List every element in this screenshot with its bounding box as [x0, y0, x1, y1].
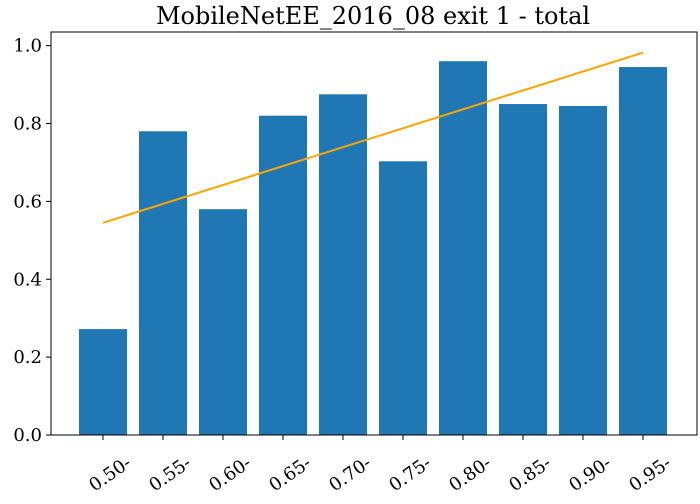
reference-line-layer [102, 51, 644, 224]
y-axis-ticks: 0.0 0.2 0.4 0.6 0.8 1.0 [13, 36, 51, 446]
bar-050 [79, 329, 127, 435]
x-tick-label: 0.80- [445, 452, 495, 496]
y-tick-label: 0.0 [13, 425, 42, 446]
x-axis-ticks: 0.50- 0.55- 0.60- 0.65- 0.70- 0.75- 0.80- 0.85-… [85, 435, 675, 496]
axes-frame [50, 31, 698, 436]
x-tick-label: 0.90- [565, 452, 615, 496]
x-tick-label: 0.95- [625, 452, 675, 496]
x-tick-label: 0.65- [265, 452, 315, 496]
y-tick-label: 0.2 [13, 347, 42, 368]
bar-090 [559, 105, 607, 435]
x-tick-label: 0.75- [385, 452, 435, 496]
axes-layer [50, 31, 698, 436]
reference-trend-line [102, 51, 644, 224]
x-tick-label: 0.60- [205, 452, 255, 496]
bars-layer [79, 61, 667, 436]
y-tick-label: 0.6 [13, 191, 42, 212]
x-tick-label: 0.50- [85, 452, 135, 496]
y-tick-label: 1.0 [13, 36, 42, 57]
bar-065 [259, 115, 307, 436]
y-tick-label: 0.4 [13, 269, 42, 290]
bar-075 [379, 161, 427, 436]
y-tick-label: 0.8 [13, 114, 42, 135]
x-tick-label: 0.55- [145, 452, 195, 496]
bar-085 [499, 104, 547, 435]
bar-070 [319, 94, 367, 436]
x-tick-label: 0.70- [325, 452, 375, 496]
bar-060 [199, 209, 247, 435]
bar-080 [439, 61, 487, 435]
bar-055 [139, 131, 187, 435]
bar-095 [619, 67, 667, 435]
x-tick-label: 0.85- [505, 452, 555, 496]
chart-title: MobileNetEE_2016_08 exit 1 - total [156, 2, 590, 30]
